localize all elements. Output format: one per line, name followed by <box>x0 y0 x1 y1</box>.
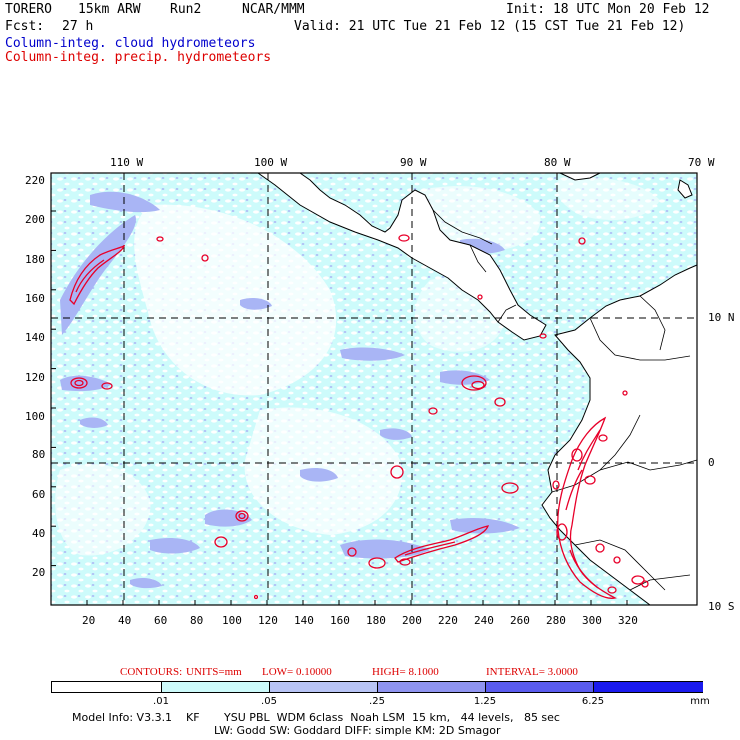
x-tick-240: 240 <box>474 614 494 627</box>
lon-label-80w: 80 W <box>544 156 571 169</box>
colorbar-label-25: .25 <box>369 696 385 707</box>
lon-label-70w: 70 W <box>688 156 715 169</box>
x-tick-300: 300 <box>582 614 602 627</box>
land-areas <box>256 172 698 606</box>
y-tick-40: 40 <box>32 527 46 540</box>
x-tick-260: 260 <box>510 614 530 627</box>
colorbar-label-125: 1.25 <box>473 696 497 707</box>
x-tick-160: 160 <box>330 614 350 627</box>
lat-label-0: 0 <box>708 456 715 469</box>
lon-label-110w: 110 W <box>110 156 144 169</box>
model-info-line2: LW: Godd SW: Goddard DIFF: simple KM: 2D… <box>214 724 501 737</box>
x-tick-40: 40 <box>118 614 132 627</box>
x-tick-120: 120 <box>258 614 278 627</box>
colorbar-label-05: .05 <box>261 696 277 707</box>
model-resolution: 15km ARW <box>78 2 141 17</box>
colorbar-label-01: .01 <box>153 696 169 707</box>
model-name: TORERO <box>5 2 52 17</box>
lon-label-100w: 100 W <box>254 156 288 169</box>
y-tick-20: 20 <box>32 566 46 579</box>
x-tick-100: 100 <box>222 614 242 627</box>
forecast-hour: 27 h <box>62 19 94 34</box>
init-time: Init: 18 UTC Mon 20 Feb 12 <box>506 2 710 17</box>
x-tick-320: 320 <box>618 614 638 627</box>
contour-info-interval: INTERVAL= 3.0000 <box>486 666 578 678</box>
x-tick-180: 180 <box>366 614 386 627</box>
precip-contours <box>69 234 649 600</box>
lon-label-90w: 90 W <box>400 156 427 169</box>
x-tick-200: 200 <box>402 614 422 627</box>
contour-info-low: LOW= 0.10000 <box>262 666 332 678</box>
x-tick-140: 140 <box>294 614 314 627</box>
colorbar-segment-1 <box>51 681 161 693</box>
colorbar-segment-2 <box>161 681 269 693</box>
lat-label-10s: 10 S <box>708 600 735 613</box>
contour-info-label: CONTOURS: <box>120 666 183 678</box>
model-info-line1: Model Info: V3.3.1 KF YSU PBL WDM 6class… <box>72 711 560 724</box>
x-tick-280: 280 <box>546 614 566 627</box>
y-tick-160: 160 <box>25 292 45 305</box>
y-tick-200: 200 <box>25 213 45 226</box>
contour-info-units: UNITS=mm <box>186 666 242 678</box>
lat-label-10n: 10 N <box>708 311 735 324</box>
field-title-cloud: Column-integ. cloud hydrometeors <box>5 36 256 51</box>
valid-time: Valid: 21 UTC Tue 21 Feb 12 (15 CST Tue … <box>294 19 686 34</box>
y-tick-140: 140 <box>25 331 45 344</box>
y-tick-220: 220 <box>25 174 45 187</box>
plot-frame <box>50 172 698 606</box>
field-title-precip: Column-integ. precip. hydrometeors <box>5 50 272 65</box>
colorbar-segment-6 <box>593 681 703 693</box>
y-tick-80: 80 <box>32 448 46 461</box>
run-label: Run2 <box>170 2 202 17</box>
forecast-label: Fcst: <box>5 19 45 34</box>
y-tick-60: 60 <box>32 488 46 501</box>
colorbar-unit: mm <box>690 696 710 707</box>
org-label: NCAR/MMM <box>242 2 305 17</box>
y-tick-100: 100 <box>25 410 45 423</box>
y-tick-120: 120 <box>25 371 45 384</box>
x-tick-220: 220 <box>438 614 458 627</box>
x-tick-80: 80 <box>190 614 204 627</box>
contour-info-high: HIGH= 8.1000 <box>372 666 439 678</box>
x-tick-60: 60 <box>154 614 168 627</box>
colorbar-segment-3 <box>269 681 377 693</box>
colorbar-segment-4 <box>377 681 485 693</box>
y-tick-180: 180 <box>25 253 45 266</box>
x-tick-20: 20 <box>82 614 96 627</box>
colorbar-segment-5 <box>485 681 593 693</box>
colorbar-label-625: 6.25 <box>581 696 605 707</box>
